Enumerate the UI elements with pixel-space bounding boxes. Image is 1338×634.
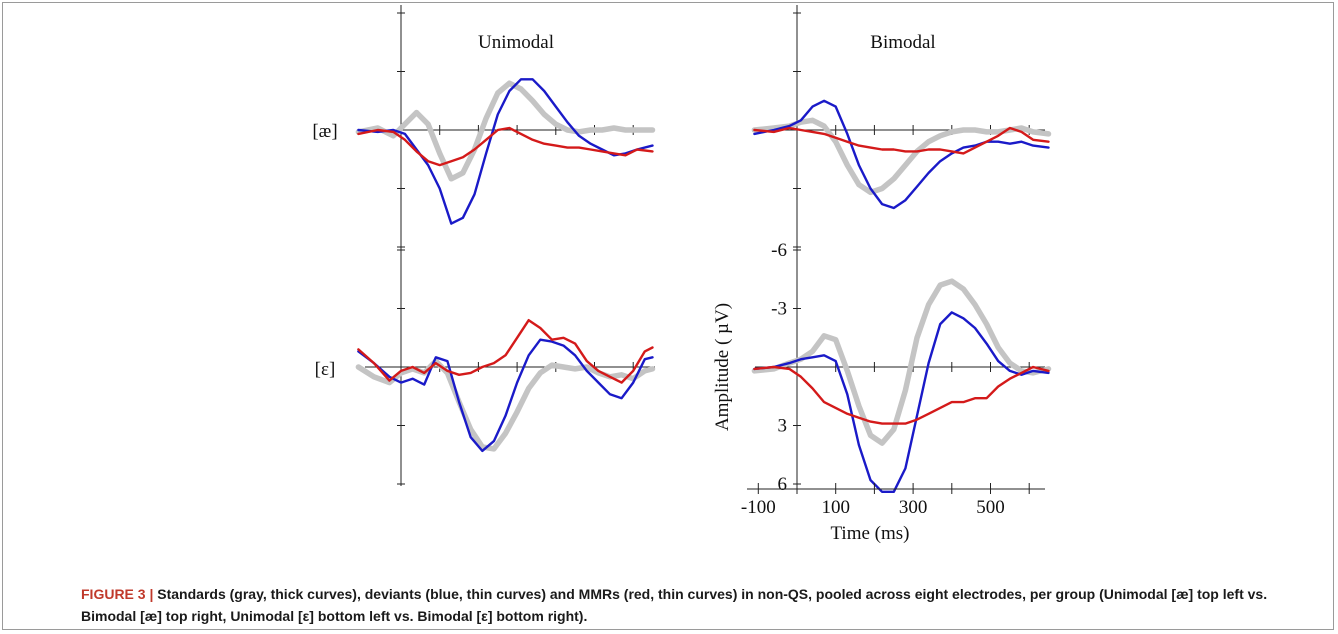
series-mmr	[753, 365, 1050, 425]
series-mmr	[753, 126, 1050, 155]
series-standard	[751, 278, 1052, 446]
panel-3	[355, 242, 656, 486]
y-axis-label: Amplitude ( µV)	[712, 303, 733, 431]
y-tick-label: 3	[778, 416, 788, 437]
y-tick-label: -3	[771, 299, 787, 320]
caption-text: Standards (gray, thick curves), deviants…	[81, 586, 1268, 624]
x-tick-label: -100	[741, 497, 776, 518]
panel-4: -100 100 300 500 -6 -3 3 6 Time (ms) Amplitude ( …	[712, 240, 1052, 544]
panel-title-bimodal: Bimodal	[870, 32, 935, 53]
panel-2	[751, 5, 1052, 249]
panel-title-unimodal: Unimodal	[478, 32, 554, 53]
series-mmr	[357, 126, 654, 167]
series-standard	[355, 80, 656, 182]
y-tick-label: -6	[771, 240, 787, 261]
row-label-epsilon: [ε]	[315, 359, 336, 380]
x-tick-label: 500	[976, 497, 1005, 518]
series-deviant	[357, 338, 654, 453]
series-deviant	[753, 311, 1050, 493]
x-axis-label: Time (ms)	[830, 523, 909, 544]
y-tick-label: 6	[778, 474, 788, 495]
series-deviant	[357, 78, 654, 225]
panel-1	[355, 5, 656, 249]
caption-lead: FIGURE 3 |	[81, 586, 158, 602]
figure-caption: FIGURE 3 | Standards (gray, thick curves…	[81, 583, 1321, 627]
x-tick-label: 300	[899, 497, 928, 518]
series-standard	[751, 117, 1052, 196]
series-standard	[355, 358, 656, 452]
series-mmr	[357, 319, 654, 384]
series-deviant	[753, 99, 1050, 210]
x-tick-label: 100	[821, 497, 850, 518]
erp-figure: Unimodal Bimodal [æ] [ε] -100 100 300 500 -6…	[312, 5, 1052, 544]
row-label-ae: [æ]	[312, 121, 337, 142]
